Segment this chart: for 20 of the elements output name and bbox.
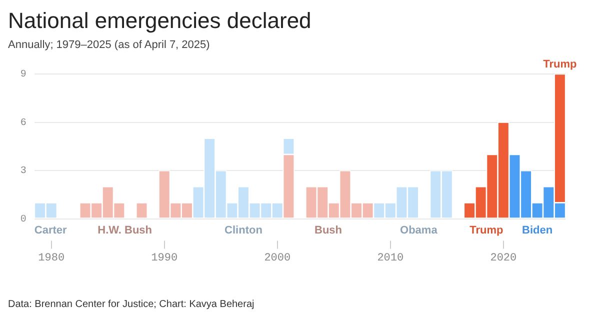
series-label: Biden — [522, 224, 553, 236]
y-tick-label: 0 — [20, 214, 26, 226]
x-tick-label: 1980 — [38, 252, 65, 264]
series-label: Bush — [314, 224, 342, 236]
chart-subtitle: Annually; 1979–2025 (as of April 7, 2025) — [8, 38, 211, 52]
series-label: Obama — [400, 224, 438, 236]
x-tick-label: 2010 — [377, 252, 404, 264]
x-tick-label: 2020 — [490, 252, 517, 264]
series-label: Clinton — [224, 224, 263, 236]
series-label: H.W. Bush — [98, 224, 152, 236]
chart-title: National emergencies declared — [8, 8, 312, 34]
series-label: Trump — [470, 224, 504, 236]
x-tick-label: 1990 — [151, 252, 178, 264]
y-tick-label: 9 — [20, 70, 26, 81]
y-tick-label: 3 — [20, 166, 26, 178]
text: Data: Brennan Center for Justice; Chart: Kavya Beheraj — [8, 298, 256, 311]
x-tick-label: 2000 — [264, 252, 291, 264]
y-tick-label: 6 — [20, 118, 26, 129]
series-label: Carter — [34, 224, 68, 236]
series-label: Trump — [543, 58, 578, 71]
